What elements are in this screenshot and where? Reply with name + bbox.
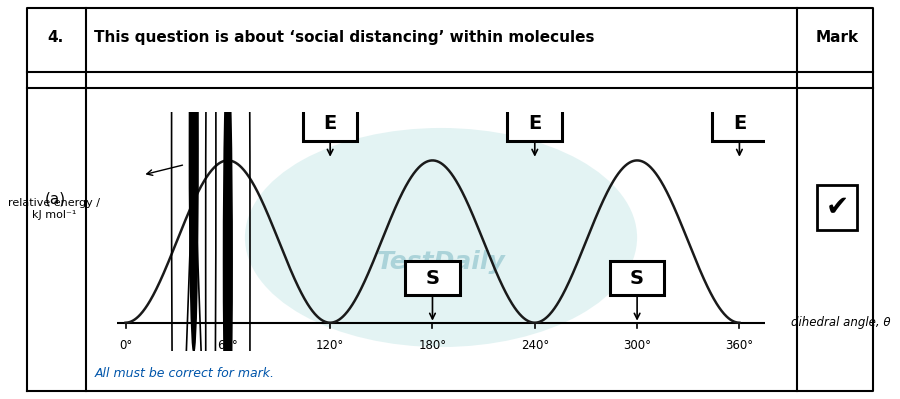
FancyBboxPatch shape: [712, 107, 767, 141]
Circle shape: [223, 59, 232, 399]
Text: E: E: [733, 115, 746, 133]
Text: 120°: 120°: [316, 339, 345, 352]
Text: TestDaily: TestDaily: [376, 250, 506, 274]
Text: E: E: [323, 115, 337, 133]
Text: S: S: [426, 269, 439, 288]
Text: 60°: 60°: [218, 339, 238, 352]
Text: 4.: 4.: [48, 30, 64, 45]
Text: (a): (a): [45, 192, 67, 207]
Text: This question is about ‘social distancing’ within molecules: This question is about ‘social distancin…: [94, 30, 595, 45]
Text: 300°: 300°: [623, 339, 651, 352]
Circle shape: [190, 0, 198, 351]
Text: dihedral angle, θ: dihedral angle, θ: [790, 316, 890, 329]
Text: 240°: 240°: [521, 339, 549, 352]
Text: Mark: Mark: [815, 30, 859, 45]
Text: All must be correct for mark.: All must be correct for mark.: [94, 367, 274, 379]
Ellipse shape: [245, 128, 637, 347]
FancyBboxPatch shape: [302, 107, 357, 141]
FancyBboxPatch shape: [508, 107, 562, 141]
Text: ✔: ✔: [825, 194, 849, 221]
FancyBboxPatch shape: [610, 261, 664, 295]
FancyBboxPatch shape: [405, 261, 460, 295]
Text: 0°: 0°: [119, 339, 132, 352]
Text: 360°: 360°: [725, 339, 753, 352]
Text: E: E: [528, 115, 542, 133]
Text: S: S: [630, 269, 644, 288]
Text: relative energy /
kJ mol⁻¹: relative energy / kJ mol⁻¹: [8, 198, 100, 220]
Text: 180°: 180°: [418, 339, 446, 352]
